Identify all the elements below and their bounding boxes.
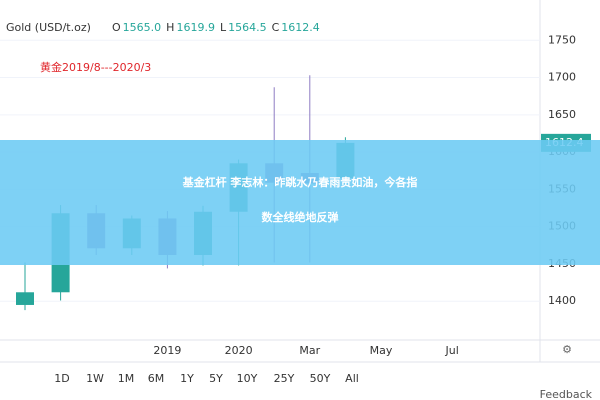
- banner-text: 数全线绝地反弹: [262, 210, 339, 224]
- banner-text: 基金杠杆 李志林：昨跳水乃春雨贵如油，今各指: [182, 175, 418, 189]
- symbol: Gold (USD/t.oz): [6, 21, 91, 34]
- x-tick-label: Jul: [445, 344, 459, 357]
- range-button[interactable]: 1D: [54, 372, 69, 385]
- y-tick-label: 1400: [548, 294, 576, 307]
- range-button[interactable]: 1W: [86, 372, 104, 385]
- range-button[interactable]: 50Y: [310, 372, 331, 385]
- annotation: 黄金2019/8---2020/3: [40, 60, 151, 74]
- x-tick-label: 2020: [225, 344, 253, 357]
- banner: [0, 140, 600, 265]
- ohlc-key: H: [166, 21, 174, 34]
- ohlc-key: L: [220, 21, 227, 34]
- settings-icon[interactable]: ⚙: [562, 343, 572, 356]
- range-button[interactable]: 6M: [148, 372, 165, 385]
- range-button[interactable]: 1Y: [180, 372, 194, 385]
- x-tick-label: 2019: [153, 344, 181, 357]
- legend-header: Gold (USD/t.oz) O 1565.0 H 1619.9 L 1564.5 C 16…: [6, 21, 320, 34]
- y-tick-label: 1650: [548, 108, 576, 121]
- x-tick-label: Mar: [299, 344, 320, 357]
- ohlc-key: C: [272, 21, 280, 34]
- range-button[interactable]: All: [345, 372, 359, 385]
- range-button[interactable]: 25Y: [274, 372, 295, 385]
- feedback[interactable]: Feedback: [540, 388, 593, 400]
- ohlc-value: 1564.5: [228, 21, 267, 34]
- ohlc-value: 1565.0: [123, 21, 162, 34]
- ohlc-value: 1612.4: [281, 21, 320, 34]
- ohlc-key: O: [112, 21, 121, 34]
- range-button[interactable]: 5Y: [209, 372, 223, 385]
- y-tick-label: 1700: [548, 71, 576, 84]
- range-button[interactable]: 10Y: [237, 372, 258, 385]
- ohlc-value: 1619.9: [176, 21, 215, 34]
- candle-body: [16, 292, 34, 305]
- y-tick-label: 1750: [548, 33, 576, 46]
- x-tick-label: May: [370, 344, 393, 357]
- range-button[interactable]: 1M: [118, 372, 135, 385]
